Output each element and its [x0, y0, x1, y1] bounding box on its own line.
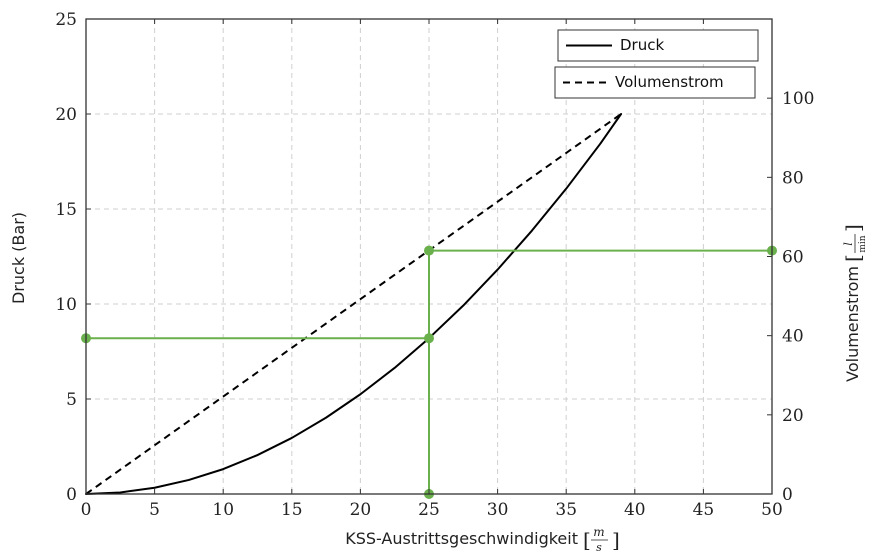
series-line-volumenstrom: [85, 113, 622, 495]
y-axis-right-unit-den: min: [858, 235, 868, 252]
x-tick-label: 10: [212, 500, 234, 520]
y-left-tick-label: 25: [55, 10, 77, 30]
y-left-tick-label: 15: [55, 200, 77, 220]
x-tick-label: 50: [761, 500, 783, 520]
x-axis-unit-den: s: [596, 541, 602, 551]
legend-label-druck: Druck: [620, 36, 664, 54]
y-axis-right-title: Volumenstrom [ l min ]: [841, 224, 868, 382]
x-tick-label: 0: [81, 500, 92, 520]
x-tick-label: 20: [350, 500, 372, 520]
x-tick-label: 15: [281, 500, 303, 520]
x-tick-label: 30: [487, 500, 509, 520]
x-tick-label: 5: [149, 500, 160, 520]
tick-labels: 0 5 10 15 20 25 30 35 40 45 5005101520250204060801…: [55, 10, 814, 520]
y-axis-left-label: Druck (Bar): [9, 212, 28, 304]
y-axis-right-bracket-open: [: [841, 254, 865, 262]
y-right-tick-label: 60: [782, 248, 804, 268]
y-right-tick-label: 40: [782, 327, 804, 347]
guide-point: [424, 333, 434, 344]
x-axis-bracket-close: ]: [612, 528, 620, 551]
y-right-tick-label: 0: [782, 485, 793, 505]
y-left-tick-label: 5: [66, 390, 77, 410]
x-tick-label: 45: [693, 500, 715, 520]
x-axis-bracket-open: [: [583, 528, 591, 551]
series-line-druck: [85, 113, 623, 495]
x-tick-label: 40: [624, 500, 646, 520]
legend-label-volumenstrom: Volumenstrom: [615, 73, 724, 91]
x-axis-unit-num: m: [593, 525, 604, 539]
y-left-tick-label: 0: [66, 485, 77, 505]
y-left-tick-label: 20: [55, 105, 77, 125]
y-left-tick-label: 10: [55, 295, 77, 315]
guide-point: [424, 245, 434, 256]
x-tick-label: 25: [418, 500, 440, 520]
y-right-tick-label: 20: [782, 406, 804, 426]
plot-series: [85, 113, 623, 495]
y-right-tick-label: 80: [782, 168, 804, 188]
x-tick-label: 35: [555, 500, 577, 520]
legend: Druck Volumenstrom: [554, 29, 759, 99]
y-axis-right-unit-num: l: [842, 242, 855, 246]
y-axis-right-bracket-close: ]: [841, 224, 865, 232]
annotation-markers: [81, 245, 777, 499]
y-right-tick-label: 100: [782, 89, 814, 109]
x-axis-title: KSS-Austrittsgeschwindigkeit [ m s ]: [345, 525, 620, 551]
x-axis-label: KSS-Austrittsgeschwindigkeit: [345, 529, 578, 548]
y-axis-right-label: Volumenstrom: [843, 266, 862, 382]
